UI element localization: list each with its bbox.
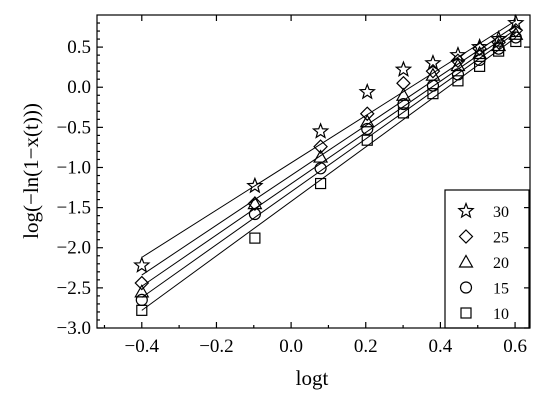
data-point-15-6 [451,68,465,81]
y-axis-ticks: −3.0 −2.5 −2.0 −1.5 −1.0 −0.5 0.0 0.5 [57,22,530,339]
legend-label-10: 10 [493,306,509,323]
data-point-30-7 [470,37,489,55]
legend-marker-20 [458,254,474,268]
data-point-15-4 [397,97,410,111]
data-point-20-7 [472,45,488,60]
data-point-30-9 [507,13,525,31]
data-point-30-2 [311,122,330,139]
y-tick-label: −2.5 [57,278,91,299]
data-point-20-6 [450,57,466,72]
data-point-30-8 [489,29,508,47]
data-point-25-3 [359,106,375,122]
data-point-10-1 [249,232,261,244]
data-point-10-7 [474,60,486,72]
x-axis-title: logt [296,366,329,390]
y-axis-title: log(−ln(1−x(t))) [19,103,43,239]
data-point-10-9 [510,35,522,48]
x-tick-label: 0.0 [279,336,303,357]
fit-line-20 [141,29,517,287]
data-point-15-0 [135,293,148,307]
data-point-20-3 [359,114,375,128]
data-point-10-2 [314,177,327,190]
data-point-30-0 [133,256,151,273]
plot-frame [96,14,531,329]
fit-line-15 [141,32,517,298]
data-point-10-8 [493,45,505,57]
legend-marker-25 [458,229,474,244]
legend-marker-10 [460,307,472,319]
data-point-20-2 [313,149,329,163]
data-point-15-5 [426,79,440,92]
legend-label-20: 20 [493,255,509,272]
data-point-25-5 [425,63,441,79]
y-tick-label: −3.0 [57,318,91,339]
data-point-20-4 [395,87,411,101]
data-point-15-2 [314,162,327,175]
data-point-25-6 [450,53,466,69]
x-axis-ticks: −0.4 −0.2 0.0 0.2 0.4 0.6 [103,15,527,357]
legend-label-30: 30 [493,204,509,221]
y-tick-label: 0.5 [67,37,91,58]
data-markers [133,13,525,316]
data-point-10-3 [361,134,373,146]
data-point-30-1 [246,176,264,194]
legend-label-15: 15 [493,281,509,298]
data-point-25-1 [247,196,263,211]
y-tick-label: 0.0 [67,77,91,98]
data-point-10-4 [397,107,410,119]
data-point-25-8 [491,34,506,50]
data-point-25-2 [313,139,328,154]
legend-marker-15 [459,281,473,294]
x-tick-label: 0.2 [354,336,378,357]
x-tick-label: −0.4 [125,336,160,357]
fit-line-10 [141,37,517,311]
data-point-15-7 [473,53,486,67]
y-tick-label: −0.5 [57,117,91,138]
legend-marker-30 [457,201,475,219]
legend: 30 25 20 15 10 [444,189,530,329]
x-tick-label: −0.2 [199,336,233,357]
data-point-20-0 [134,284,150,298]
y-tick-label: −2.0 [57,238,91,259]
data-point-30-5 [424,53,442,71]
data-point-10-5 [427,88,439,100]
data-point-15-3 [361,122,374,136]
data-point-25-0 [134,275,150,291]
x-tick-label: 0.4 [429,336,453,357]
y-tick-label: −1.0 [57,157,91,178]
legend-box [444,189,530,329]
x-tick-label: 0.6 [503,336,527,357]
legend-label-25: 25 [493,230,509,247]
y-tick-label: −1.5 [57,198,91,219]
data-point-30-4 [394,60,413,77]
data-point-10-6 [452,75,464,87]
data-point-25-7 [472,41,487,57]
data-point-10-0 [136,304,148,316]
data-point-15-1 [248,207,261,221]
data-point-30-3 [358,82,376,100]
